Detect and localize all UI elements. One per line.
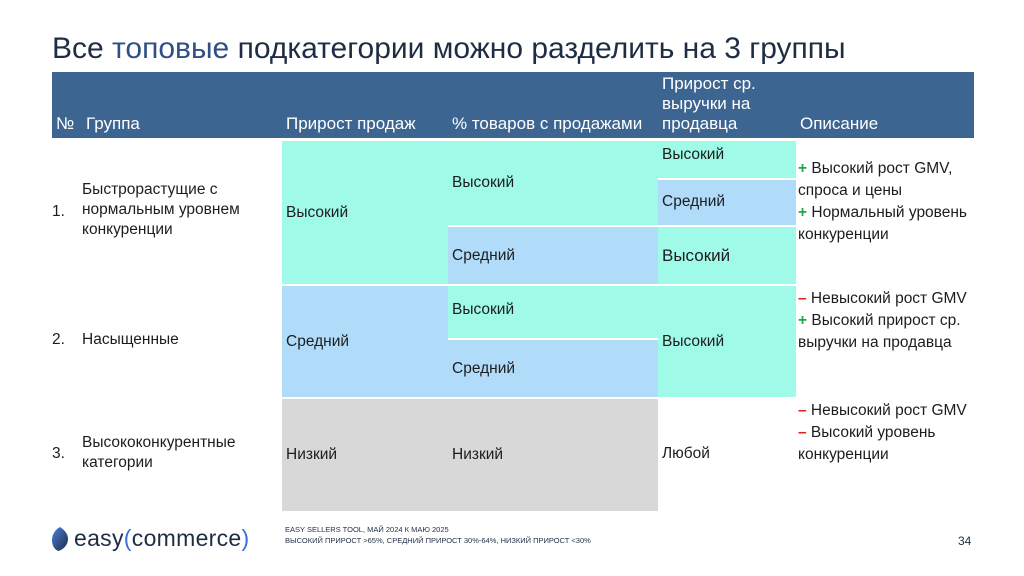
title-pre: Все <box>52 32 113 65</box>
minus-icon: – <box>798 402 807 419</box>
description-line: + Высокий прирост ср. выручки на продавц… <box>798 312 961 351</box>
description-group1: + Высокий рост GMV, спроса и цены + Норм… <box>798 158 974 246</box>
row3-pct-low: Низкий <box>448 399 658 511</box>
title-highlight: топовые <box>112 32 230 65</box>
header-group: Группа <box>82 72 282 138</box>
description-group3: – Невысокий рост GMV – Высокий уровень к… <box>798 400 974 466</box>
row1-group: Быстрорастущие с нормальным уровнем конк… <box>82 181 240 238</box>
page-title: Все топовые подкатегории можно разделить… <box>52 30 846 68</box>
row3-rev-any: Любой <box>662 445 710 462</box>
description-line: – Невысокий рост GMV <box>798 290 967 307</box>
minus-icon: – <box>798 290 807 307</box>
header-sales-growth: Прирост продаж <box>282 72 448 138</box>
plus-icon: + <box>798 160 808 177</box>
minus-icon: – <box>798 424 807 441</box>
header-rev-growth: Прирост ср. выручки на продавца <box>658 72 796 138</box>
row1-pct-medium: Средний <box>448 227 658 284</box>
row2-num: 2. <box>52 331 65 348</box>
source-note: EASY SELLERS TOOL, МАЙ 2024 К МАЮ 2025 В… <box>285 524 591 546</box>
header-description: Описание <box>796 72 974 138</box>
source-line-1: EASY SELLERS TOOL, МАЙ 2024 К МАЮ 2025 <box>285 525 449 534</box>
logo-mark-icon <box>52 526 68 551</box>
row2-sales-growth: Средний <box>282 286 448 397</box>
row2-group: Насыщенные <box>82 331 179 348</box>
row1-rev-high-2: Высокий <box>658 227 796 284</box>
row1-rev-high: Высокий <box>658 141 796 178</box>
row3-group: Высококонкурентные категории <box>82 434 236 471</box>
row1-rev-medium: Средний <box>658 180 796 225</box>
source-line-2: ВЫСОКИЙ ПРИРОСТ >65%, СРЕДНИЙ ПРИРОСТ 30… <box>285 536 591 545</box>
description-line: + Высокий рост GMV, спроса и цены <box>798 160 953 199</box>
row2-rev-high: Высокий <box>658 286 796 397</box>
title-post: подкатегории можно разделить на 3 группы <box>229 32 846 65</box>
row3-num: 3. <box>52 445 65 462</box>
description-line: + Нормальный уровень конкуренции <box>798 204 967 243</box>
plus-icon: + <box>798 312 808 329</box>
row1-pct-high: Высокий <box>448 141 658 225</box>
page-number: 34 <box>958 534 972 548</box>
row2-pct-high: Высокий <box>448 286 658 338</box>
plus-icon: + <box>798 204 808 221</box>
description-line: – Невысокий рост GMV <box>798 402 967 419</box>
row1-sales-growth: Высокий <box>282 141 448 284</box>
description-group2: – Невысокий рост GMV + Высокий прирост с… <box>798 288 974 354</box>
header-pct-items: % товаров с продажами <box>448 72 658 138</box>
row3-sales-growth: Низкий <box>282 399 448 511</box>
row1-num: 1. <box>52 203 65 220</box>
header-num: № <box>52 72 82 138</box>
company-logo: easy(commerce) <box>52 525 250 552</box>
logo-text: easy(commerce) <box>74 525 250 551</box>
row2-pct-medium: Средний <box>448 340 658 397</box>
description-line: – Высокий уровень конкуренции <box>798 424 936 463</box>
